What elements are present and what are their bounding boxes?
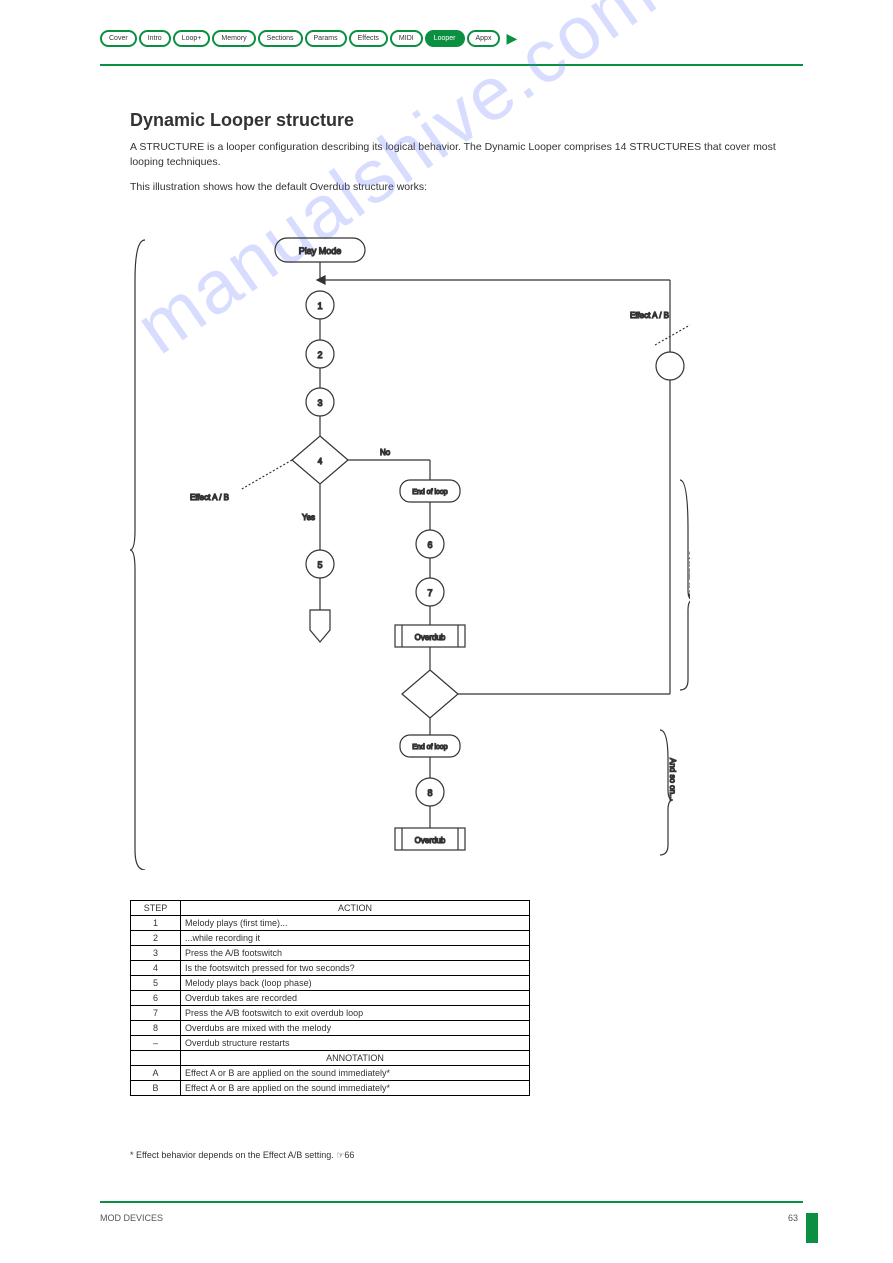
svg-text:Yes: Yes bbox=[302, 513, 315, 522]
svg-text:And so on...: And so on... bbox=[668, 758, 677, 801]
table-row: 4Is the footswitch pressed for two secon… bbox=[131, 961, 530, 976]
table-row: BEffect A or B are applied on the sound … bbox=[131, 1081, 530, 1096]
nav-tab-active[interactable]: Looper bbox=[425, 30, 465, 47]
svg-text:6: 6 bbox=[427, 540, 432, 550]
table-row: 6Overdub takes are recorded bbox=[131, 991, 530, 1006]
nav-tab[interactable]: Effects bbox=[349, 30, 388, 47]
flowchart: Overdub structure Play Mode 1 2 3 4 Effe… bbox=[130, 230, 690, 870]
page-title: Dynamic Looper structure bbox=[130, 110, 354, 131]
nav-rule bbox=[100, 64, 803, 66]
table-row: AEffect A or B are applied on the sound … bbox=[131, 1066, 530, 1081]
nav-tab[interactable]: Cover bbox=[100, 30, 137, 47]
nav-tab[interactable]: Sections bbox=[258, 30, 303, 47]
svg-text:End of loop: End of loop bbox=[412, 489, 448, 496]
svg-text:Overdub: Overdub bbox=[415, 633, 446, 642]
svg-text:Effect A / B: Effect A / B bbox=[630, 311, 669, 320]
footer-brand: MOD DEVICES bbox=[100, 1213, 163, 1223]
intro-paragraph: A STRUCTURE is a looper configuration de… bbox=[130, 140, 793, 169]
steps-table: STEPACTION 1Melody plays (first time)...… bbox=[130, 900, 530, 1096]
svg-text:Play Mode: Play Mode bbox=[299, 246, 342, 256]
footnote: * Effect behavior depends on the Effect … bbox=[130, 1150, 354, 1161]
nav-tab[interactable]: MIDI bbox=[390, 30, 423, 47]
footer-block bbox=[806, 1213, 818, 1243]
svg-text:End of loop: End of loop bbox=[412, 744, 448, 751]
table-row: 3Press the A/B footswitch bbox=[131, 946, 530, 961]
nav-arrow-icon[interactable]: ▶ bbox=[506, 30, 517, 47]
footer-rule bbox=[100, 1201, 803, 1203]
svg-text:Effect A / B: Effect A / B bbox=[190, 493, 229, 502]
nav-tab[interactable]: Memory bbox=[212, 30, 255, 47]
nav-tab[interactable]: Params bbox=[305, 30, 347, 47]
top-nav: Cover Intro Loop+ Memory Sections Params… bbox=[100, 30, 517, 47]
nav-tab[interactable]: Intro bbox=[139, 30, 171, 47]
table-row: 8Overdubs are mixed with the melody bbox=[131, 1021, 530, 1036]
nav-tab[interactable]: Appx bbox=[467, 30, 501, 47]
svg-text:4: 4 bbox=[318, 457, 323, 466]
svg-text:1: 1 bbox=[317, 301, 322, 311]
nav-tab[interactable]: Loop+ bbox=[173, 30, 211, 47]
table-header: ACTION bbox=[181, 901, 530, 916]
svg-text:8: 8 bbox=[427, 788, 432, 798]
intro-paragraph-2: This illustration shows how the default … bbox=[130, 180, 793, 195]
table-row: 5Melody plays back (loop phase) bbox=[131, 976, 530, 991]
table-row: 1Melody plays (first time)... bbox=[131, 916, 530, 931]
svg-text:Overdub: Overdub bbox=[415, 836, 446, 845]
annot-header: ANNOTATION bbox=[181, 1051, 530, 1066]
svg-text:5: 5 bbox=[317, 560, 322, 570]
svg-text:2: 2 bbox=[317, 350, 322, 360]
page-number: 63 bbox=[788, 1213, 798, 1223]
table-row: –Overdub structure restarts bbox=[131, 1036, 530, 1051]
svg-text:No: No bbox=[380, 448, 391, 457]
table-row: 7Press the A/B footswitch to exit overdu… bbox=[131, 1006, 530, 1021]
svg-text:7: 7 bbox=[427, 588, 432, 598]
table-row: 2...while recording it bbox=[131, 931, 530, 946]
svg-text:3: 3 bbox=[317, 398, 322, 408]
table-header: STEP bbox=[131, 901, 181, 916]
svg-text:Overdub loop: Overdub loop bbox=[688, 550, 690, 599]
